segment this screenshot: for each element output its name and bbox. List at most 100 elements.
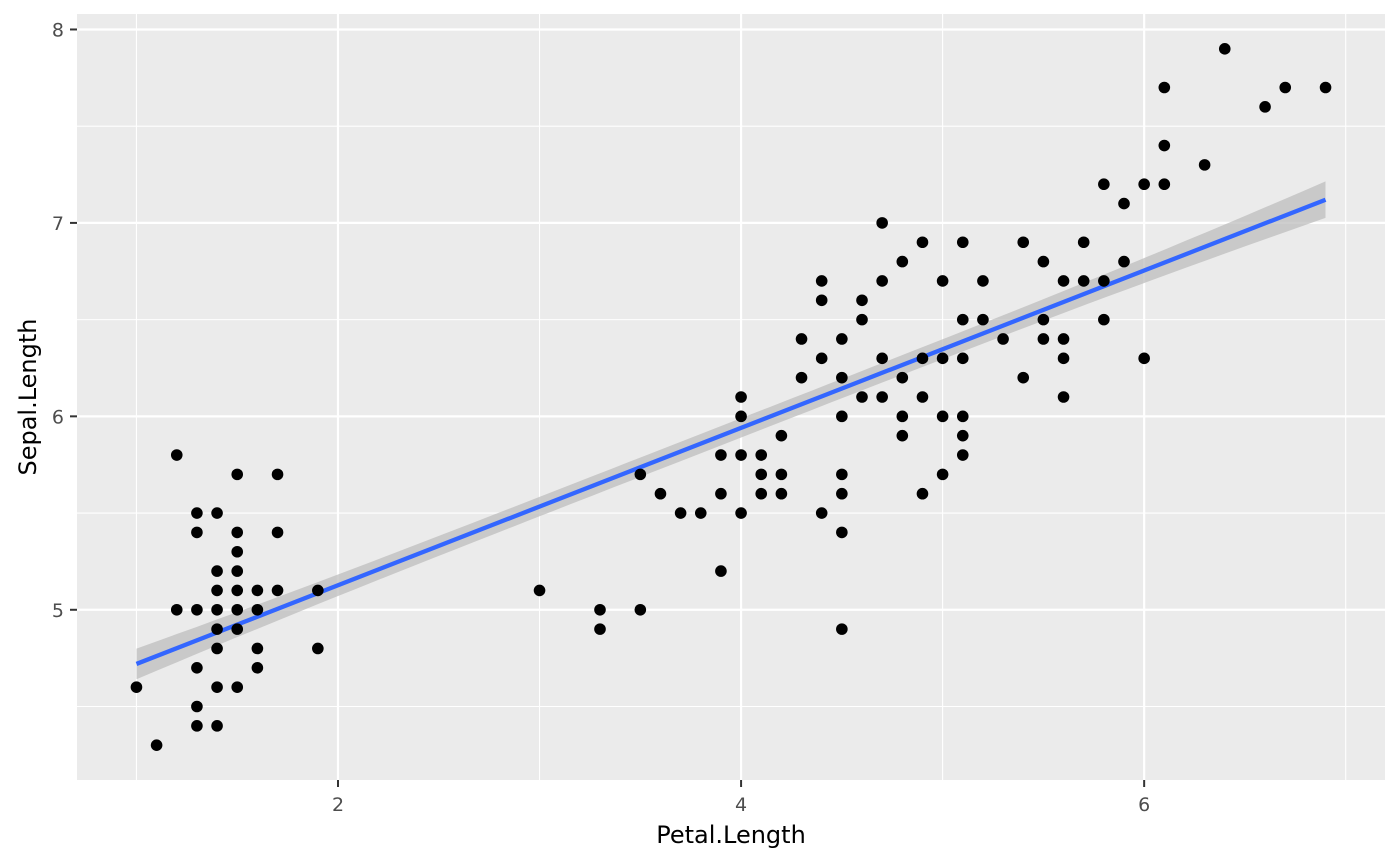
data-point [1259, 101, 1271, 113]
data-point [876, 391, 888, 403]
data-point [211, 681, 223, 693]
x-axis-title: Petal.Length [656, 821, 806, 849]
data-point [251, 642, 264, 655]
data-point [1138, 352, 1150, 365]
plot-panel [77, 14, 1385, 780]
data-point [312, 642, 324, 655]
data-point [231, 603, 244, 616]
x-axis: 2 4 6 [332, 780, 1150, 816]
data-point [231, 545, 244, 558]
data-point [1198, 159, 1211, 171]
data-point [715, 487, 727, 500]
data-point [654, 487, 667, 500]
data-point [715, 449, 727, 461]
y-tick-label: 6 [52, 406, 64, 428]
data-point [956, 236, 969, 249]
data-point [815, 275, 828, 287]
data-point [211, 565, 223, 577]
data-point [815, 507, 828, 519]
data-point [1118, 197, 1130, 210]
y-tick-label: 7 [52, 213, 64, 235]
data-point [1017, 371, 1030, 384]
data-point [997, 333, 1009, 345]
data-point [815, 294, 828, 307]
data-point [191, 720, 203, 732]
data-point [956, 352, 969, 365]
data-point [1037, 313, 1050, 326]
data-point [755, 487, 768, 500]
data-point [211, 507, 223, 519]
data-point [150, 739, 163, 751]
data-point [231, 468, 244, 481]
data-point [634, 603, 647, 616]
data-point [936, 352, 949, 365]
data-point [1077, 236, 1090, 249]
x-tick-label: 6 [1138, 794, 1150, 816]
x-tick-label: 2 [332, 794, 344, 816]
data-point [896, 429, 909, 442]
data-point [856, 313, 868, 326]
data-point [735, 410, 747, 423]
data-point [170, 449, 183, 461]
data-point [191, 700, 203, 713]
y-axis: 5 6 7 8 [52, 19, 77, 622]
data-point [1057, 391, 1070, 403]
y-tick-label: 5 [52, 600, 64, 622]
data-point [251, 662, 264, 674]
data-point [1037, 255, 1050, 268]
data-point [836, 371, 848, 384]
data-point [775, 487, 788, 500]
data-point [251, 603, 264, 616]
data-point [896, 255, 909, 268]
data-point [231, 584, 244, 597]
data-point [1138, 178, 1150, 191]
data-point [836, 487, 848, 500]
data-point [916, 487, 929, 500]
data-point [977, 275, 989, 287]
data-point [211, 720, 223, 732]
data-point [977, 313, 989, 326]
data-point [1158, 178, 1171, 191]
data-point [271, 584, 284, 597]
data-point [1057, 352, 1070, 365]
data-point [130, 681, 143, 693]
data-point [271, 526, 284, 539]
data-point [836, 410, 848, 423]
data-point [956, 429, 969, 442]
data-point [211, 603, 223, 616]
data-point [755, 449, 768, 461]
data-point [1057, 275, 1070, 287]
data-point [1077, 275, 1090, 287]
y-axis-title: Sepal.Length [14, 318, 42, 475]
data-point [1279, 81, 1292, 94]
data-point [936, 468, 949, 481]
data-point [916, 391, 929, 403]
data-point [795, 333, 808, 345]
data-point [1017, 236, 1030, 249]
data-point [1118, 255, 1130, 268]
data-point [634, 468, 647, 481]
data-point [735, 507, 747, 519]
data-point [1098, 275, 1110, 287]
data-point [755, 468, 768, 481]
data-point [1158, 139, 1171, 152]
x-tick-label: 4 [735, 794, 747, 816]
data-point [916, 236, 929, 249]
minor-gridlines [77, 14, 1385, 780]
data-point [191, 507, 203, 519]
data-point [1319, 81, 1332, 94]
data-point [1098, 178, 1110, 191]
data-point [1037, 333, 1050, 345]
data-point [231, 681, 244, 693]
data-point [956, 313, 969, 326]
data-point [594, 623, 606, 635]
data-point [715, 565, 727, 577]
data-point [231, 623, 244, 635]
data-point [795, 371, 808, 384]
data-point [191, 662, 203, 674]
data-point [231, 526, 244, 539]
data-point [836, 468, 848, 481]
data-point [856, 294, 868, 307]
regression-line-layer [135, 197, 1327, 666]
